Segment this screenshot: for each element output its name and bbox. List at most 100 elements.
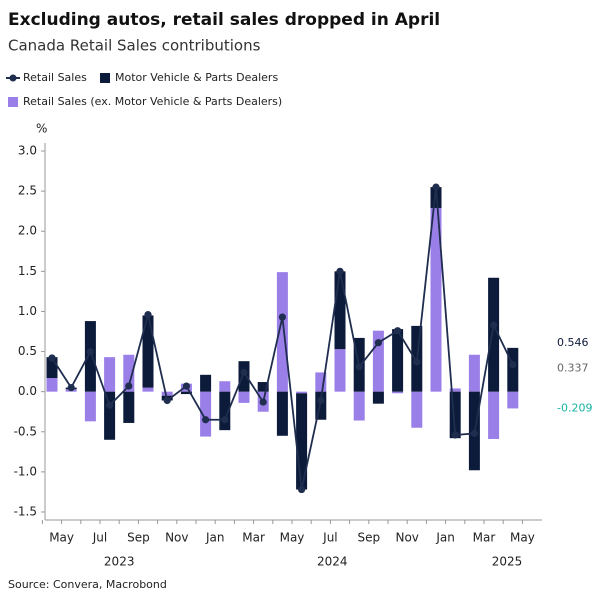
source: Source: Convera, Macrobond [8, 578, 167, 591]
line-point [509, 361, 517, 369]
line-point [182, 382, 190, 390]
line-point [432, 183, 440, 191]
line-point [163, 396, 171, 405]
line-point [144, 311, 152, 319]
line-point [259, 398, 267, 406]
line-point [202, 416, 210, 424]
x-tick-label: Nov [165, 531, 188, 545]
bar [46, 378, 58, 392]
x-tick-label: Jan [205, 531, 225, 545]
line-point [298, 485, 306, 494]
line-point [336, 267, 344, 275]
x-tick-label: Nov [395, 531, 418, 545]
bar [104, 391, 116, 440]
bar [468, 354, 480, 392]
year-label: 2024 [317, 555, 348, 569]
bar [104, 357, 116, 392]
line-point [317, 396, 325, 405]
year-label: 2023 [104, 555, 135, 569]
line-point [125, 382, 133, 390]
bar [296, 393, 308, 490]
y-tick-label: 0.0 [18, 384, 37, 398]
y-tick-label: 1.0 [18, 304, 37, 318]
line-point [221, 416, 229, 424]
line-point [374, 339, 382, 347]
x-tick-label: Jul [322, 531, 337, 545]
line-point [278, 313, 286, 321]
bar [411, 391, 423, 428]
bar [315, 391, 327, 420]
bar [142, 315, 154, 388]
bar [507, 347, 519, 392]
bar [449, 388, 461, 392]
x-tick-label: Jan [435, 531, 455, 545]
bar [161, 391, 173, 396]
bar [392, 391, 404, 394]
line-point [240, 368, 248, 377]
bar [315, 372, 327, 392]
bar [219, 381, 231, 392]
bar [430, 207, 442, 392]
y-tick-label: 0.5 [18, 344, 37, 358]
bar [257, 382, 269, 392]
bar [238, 361, 250, 392]
line-point [48, 354, 56, 362]
line-point [355, 363, 363, 371]
y-tick-label: -1.0 [14, 464, 37, 478]
end-label: 0.546 [557, 336, 589, 349]
y-tick-label: 2.5 [18, 184, 37, 198]
line-point [86, 347, 94, 356]
legend-label: Retail Sales [23, 71, 87, 84]
bar [123, 391, 135, 423]
bar [488, 391, 500, 439]
bar [276, 272, 288, 392]
bar [46, 357, 58, 379]
y-tick-label: 1.5 [18, 264, 37, 278]
x-tick-label: May [510, 531, 535, 545]
bar [200, 374, 212, 392]
legend-label: Motor Vehicle & Parts Dealers [115, 71, 278, 84]
legend-label: Retail Sales (ex. Motor Vehicle & Parts … [23, 95, 282, 108]
bar [142, 387, 154, 392]
x-tick-label: Jul [92, 531, 107, 545]
bar [334, 271, 346, 350]
line-point [413, 358, 421, 366]
bar [353, 391, 365, 421]
y-tick-label: -0.5 [14, 424, 37, 438]
x-tick-label: May [280, 531, 305, 545]
bar [276, 391, 288, 436]
line-point [67, 384, 75, 392]
line-point [490, 321, 498, 329]
legend-swatch [9, 74, 17, 82]
bar [488, 277, 500, 392]
bar [180, 391, 192, 395]
end-label: 0.337 [557, 362, 589, 375]
bar [238, 391, 250, 403]
bar [372, 391, 384, 404]
y-tick-label: -1.5 [14, 504, 37, 518]
line-point [394, 327, 402, 335]
line-point [106, 401, 114, 409]
x-tick-label: Mar [242, 531, 265, 545]
bar [123, 354, 135, 392]
y-tick-label: 2.0 [18, 224, 37, 238]
bar [334, 349, 346, 392]
line-point [470, 429, 478, 437]
bar [84, 321, 96, 392]
legend-swatch [8, 97, 18, 107]
line-point [451, 431, 459, 439]
y-axis-label: % [36, 122, 47, 136]
x-tick-label: Mar [473, 531, 496, 545]
x-tick-label: Sep [357, 531, 380, 545]
chart-title: Excluding autos, retail sales dropped in… [8, 10, 440, 30]
bar [507, 391, 519, 409]
bar [200, 391, 212, 437]
bar [449, 391, 461, 439]
x-tick-label: May [49, 531, 74, 545]
y-tick-label: 3.0 [18, 144, 37, 158]
bar [392, 329, 404, 392]
legend-swatch [100, 73, 110, 83]
bar [296, 391, 308, 394]
x-tick-label: Sep [127, 531, 150, 545]
